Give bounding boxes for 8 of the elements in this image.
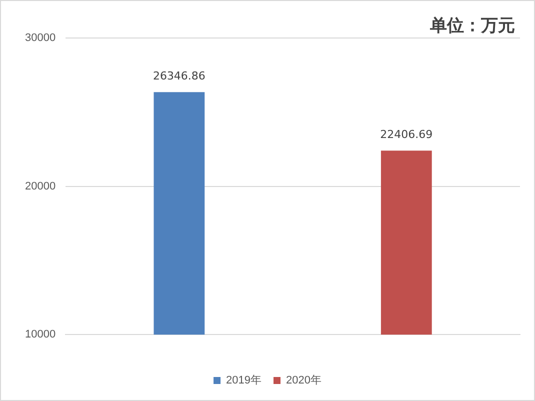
data-label: 22406.69	[380, 128, 433, 141]
data-label: 26346.86	[152, 70, 206, 83]
legend-label: 2019年	[226, 374, 262, 387]
y-tick-label: 20000	[24, 180, 56, 192]
text: 单位：万元	[430, 15, 515, 37]
y-tick-label: 10000	[24, 328, 56, 341]
legend-label: 2020年	[286, 374, 322, 387]
y-tick-label: 30000	[24, 32, 56, 44]
